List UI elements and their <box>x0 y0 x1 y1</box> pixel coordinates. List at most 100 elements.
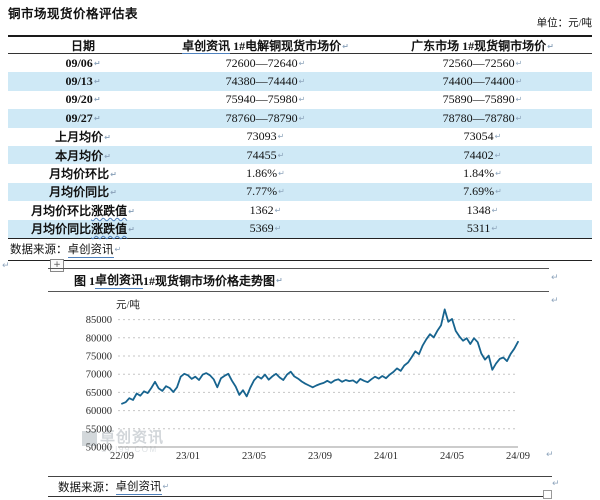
sci-logo-icon <box>82 431 97 446</box>
paragraph-mark: ↵ <box>104 133 111 143</box>
x-tick-label: 24/05 <box>440 451 464 462</box>
figure-title: 图 1 卓创资讯 1#现货铜市场价格走势图 ↵ <box>48 269 549 292</box>
paragraph-mark: ↵ <box>495 169 502 179</box>
figure-number: 图 1 <box>74 273 96 288</box>
paragraph-mark: ↵ <box>547 41 554 51</box>
watermark-text: 卓创资讯 <box>100 430 165 446</box>
table-cell: 09/20↵ <box>8 92 158 107</box>
table-cell: 74402↵ <box>373 148 592 163</box>
y-tick-label: 60000 <box>86 406 112 417</box>
price-table: 日期 卓创资讯 1#电解铜现货市场价↵ 广东市场 1#现货铜市场价↵ 09/06… <box>8 35 592 261</box>
figure-source-link[interactable]: 卓创资讯 <box>115 478 162 495</box>
paragraph-mark: ↵ <box>515 113 523 123</box>
x-tick-label: 23/09 <box>308 451 332 462</box>
table-cell: 1348↵ <box>373 203 592 218</box>
sci-link[interactable]: 卓创资讯 <box>182 38 231 54</box>
paragraph-mark: ↵ <box>93 113 101 123</box>
table-cell: 73093↵ <box>158 129 373 144</box>
guangdong-price-value: 72560—72560 <box>442 55 515 70</box>
table-cell: 1362↵ <box>158 203 373 218</box>
table-cell: 上月均价↵ <box>8 128 158 145</box>
figure-source-row: 数据来源： 卓创资讯 ↵ <box>48 476 552 497</box>
guangdong-price-value: 75890—75890 <box>442 92 515 107</box>
table-cell: 7.69%↵ <box>373 184 592 199</box>
header-sci-price: 卓创资讯 1#电解铜现货市场价↵ <box>158 37 373 54</box>
sci-price-value: 73093 <box>246 129 277 144</box>
table-cell: 月均价环比↵ <box>8 165 158 182</box>
y-tick-label: 80000 <box>86 333 112 344</box>
table-cell: 5311↵ <box>373 221 592 236</box>
table-cell: 7.77%↵ <box>158 184 373 199</box>
paragraph-mark: ↵ <box>494 132 502 142</box>
paragraph-mark: ↵ <box>491 224 499 234</box>
figure-title-rest: 1#现货铜市场价格走势图 <box>143 273 276 288</box>
table-resize-handle[interactable] <box>543 490 552 499</box>
row-label: 09/20 <box>65 92 93 107</box>
table-row: 月均价环比涨跌值↵ 1362↵ 1348↵ <box>8 201 592 219</box>
header-date: 日期 <box>70 38 95 53</box>
paragraph-mark: ↵ <box>551 296 559 306</box>
price-line <box>121 308 519 405</box>
guangdong-price-value: 1348 <box>466 202 491 217</box>
paragraph-mark: ↵ <box>277 132 285 142</box>
table-cell: 78780—78780↵ <box>373 111 592 126</box>
page-title: 铜市场现货价格评估表 <box>8 7 139 21</box>
y-tick-label: 65000 <box>86 388 112 399</box>
paragraph-mark: ↵ <box>93 77 101 87</box>
paragraph-mark: ↵ <box>298 95 306 105</box>
paragraph-mark: ↵ <box>93 95 101 105</box>
table-cell: 月均价环比涨跌值↵ <box>8 202 158 219</box>
paragraph-mark: ↵ <box>515 58 523 68</box>
table-cell: 5369↵ <box>158 221 373 236</box>
price-trend-chart: 50000 55000 60000 65000 70000 75000 80000 85000… <box>86 308 530 462</box>
sci-price-value: 74455 <box>246 147 277 162</box>
sci-price-value: 7.77% <box>246 184 278 199</box>
table-cell: 月均价同比↵ <box>8 183 158 200</box>
x-tick-label: 22/09 <box>110 451 134 462</box>
figure-block: 图 1 卓创资讯 1#现货铜市场价格走势图 ↵ <box>48 268 549 292</box>
row-label: 月均价同比 <box>49 185 110 200</box>
x-tick-label: 24/01 <box>374 451 398 462</box>
row-label: 09/06 <box>65 55 93 70</box>
y-tick-label: 75000 <box>86 352 112 363</box>
row-label-underlined: 涨跌值 <box>91 222 128 237</box>
header-sci-price-rest: 1#电解铜现货市场价 <box>230 38 342 53</box>
paragraph-mark: ↵ <box>2 261 10 271</box>
sci-price-value: 5369 <box>249 221 274 236</box>
paragraph-mark: ↵ <box>162 482 170 491</box>
table-row: 月均价同比↵ 7.77%↵ 7.69%↵ <box>8 182 592 202</box>
table-row: 上月均价↵ 73093↵ 73054↵ <box>8 128 592 146</box>
watermark-subtext: SCI99.COM <box>101 445 158 454</box>
paragraph-mark: ↵ <box>298 58 306 68</box>
x-tick-label: 24/09 <box>506 451 530 462</box>
row-label-underlined: 涨跌值 <box>91 203 128 218</box>
x-tick-label: 23/05 <box>242 451 266 462</box>
table-cell: 73054↵ <box>373 129 592 144</box>
table-cell: 72600—72640↵ <box>158 56 373 71</box>
paragraph-mark: ↵ <box>104 151 111 161</box>
table-cell: 本月均价↵ <box>8 147 158 164</box>
paragraph-mark: ↵ <box>128 225 135 235</box>
sci-price-value: 78760—78790 <box>225 110 298 125</box>
source-link[interactable]: 卓创资讯 <box>67 241 114 258</box>
paragraph-mark: ↵ <box>342 41 349 51</box>
paragraph-mark: ↵ <box>515 77 523 87</box>
paragraph-mark: ↵ <box>114 244 122 254</box>
row-label: 上月均价 <box>55 130 104 145</box>
y-tick-label: 85000 <box>86 315 112 326</box>
table-row: 本月均价↵ 74455↵ 74402↵ <box>8 145 592 165</box>
table-cell: 74455↵ <box>158 148 373 163</box>
table-body: 09/06↵ 72600—72640↵ 72560—72560↵ 09/13↵ 7438… <box>8 54 592 238</box>
table-cell: 月均价同比涨跌值↵ <box>8 220 158 237</box>
paragraph-mark: ↵ <box>298 77 306 87</box>
table-cell: 72560—72560↵ <box>373 56 592 71</box>
table-row: 09/20↵ 75940—75980↵ 75890—75890↵ <box>8 91 592 109</box>
paragraph-mark: ↵ <box>552 479 560 489</box>
guangdong-price-value: 74400—74400 <box>442 74 515 89</box>
paragraph-mark: ↵ <box>491 205 499 215</box>
figure-title-link[interactable]: 卓创资讯 <box>95 273 144 289</box>
paragraph-mark: ↵ <box>515 95 523 105</box>
table-cell: 78760—78790↵ <box>158 111 373 126</box>
table-row: 月均价环比↵ 1.86%↵ 1.84%↵ <box>8 164 592 182</box>
